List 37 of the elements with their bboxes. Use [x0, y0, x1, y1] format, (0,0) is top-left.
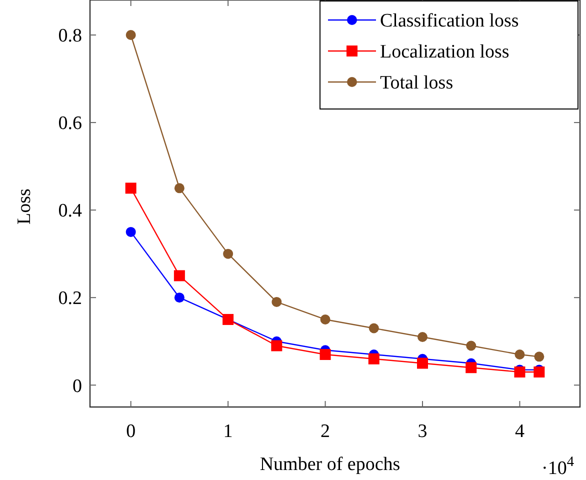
point — [174, 183, 184, 194]
point — [368, 323, 379, 334]
point — [514, 366, 526, 378]
x-axis-title: Number of epochs — [260, 454, 400, 475]
y-tick-label: 0.4 — [58, 200, 82, 222]
point — [466, 340, 476, 351]
point — [368, 353, 380, 364]
point — [514, 349, 525, 360]
y-tick-label: 0.8 — [58, 26, 82, 47]
text: ·10$^{4}$ — [542, 454, 574, 479]
point — [126, 30, 136, 40]
point — [534, 366, 545, 378]
y-tick-label: 0.2 — [58, 288, 82, 310]
x-tick-label: 0 — [126, 421, 136, 442]
y-axis-title: Loss — [14, 188, 35, 224]
point — [223, 248, 234, 259]
point — [320, 314, 330, 324]
legend-label: Classification loss — [380, 10, 519, 32]
y-tick-label: 0.6 — [58, 113, 82, 134]
point — [174, 292, 184, 303]
legend-label: Localization loss — [380, 42, 510, 63]
point — [417, 358, 428, 369]
x-tick-label: 1 — [223, 421, 233, 442]
point — [466, 362, 477, 374]
point — [125, 182, 136, 194]
point — [272, 296, 282, 307]
point — [271, 340, 282, 352]
point — [320, 348, 331, 360]
x-tick-label: 4 — [514, 421, 525, 442]
point — [126, 226, 136, 237]
point — [534, 352, 544, 362]
y-tick-label: 0 — [72, 376, 82, 397]
point — [174, 270, 185, 282]
x-tick-label: 3 — [418, 421, 428, 442]
point — [418, 332, 428, 342]
legend-label: Total loss — [380, 72, 454, 94]
x-tick-label: 2 — [320, 421, 330, 442]
